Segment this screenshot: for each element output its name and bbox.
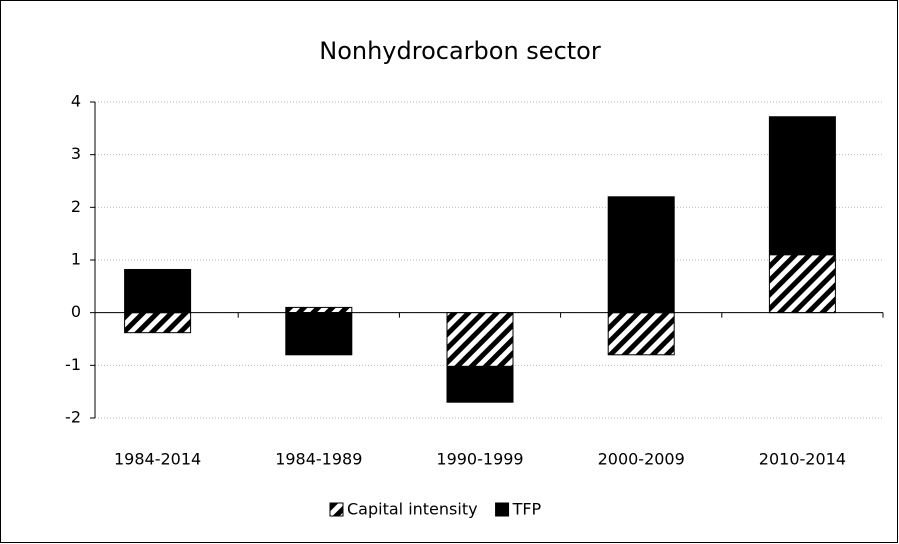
x-tick-label: 2010-2014 bbox=[759, 450, 846, 469]
y-tick-label: 3 bbox=[71, 144, 81, 163]
y-tick-label: -1 bbox=[65, 355, 81, 374]
bar-segment bbox=[607, 312, 675, 356]
legend-label: TFP bbox=[512, 500, 542, 519]
bar-segment bbox=[607, 196, 675, 314]
x-tick-label: 1990-1999 bbox=[436, 450, 523, 469]
bar-segment bbox=[768, 254, 836, 314]
bar-segment bbox=[124, 312, 192, 334]
x-tick-label: 2000-2009 bbox=[598, 450, 685, 469]
y-tick-label: 0 bbox=[71, 302, 81, 321]
bar-segment bbox=[124, 268, 192, 314]
legend-swatch bbox=[495, 502, 510, 517]
x-tick-label: 1984-2014 bbox=[114, 450, 201, 469]
bar-segment bbox=[446, 312, 514, 367]
bar-segment bbox=[285, 306, 353, 314]
legend-label: Capital intensity bbox=[347, 500, 478, 519]
bar-segment bbox=[285, 312, 353, 356]
x-tick-label: 1984-1989 bbox=[275, 450, 362, 469]
y-tick-label: -2 bbox=[65, 408, 81, 427]
y-tick-label: 4 bbox=[71, 92, 81, 111]
bar-segment bbox=[446, 365, 514, 403]
chart-title: Nonhydrocarbon sector bbox=[319, 37, 601, 65]
y-tick-label: 1 bbox=[71, 250, 81, 269]
y-tick-label: 2 bbox=[71, 197, 81, 216]
legend-swatch bbox=[329, 502, 344, 517]
bar-segment bbox=[768, 116, 836, 256]
